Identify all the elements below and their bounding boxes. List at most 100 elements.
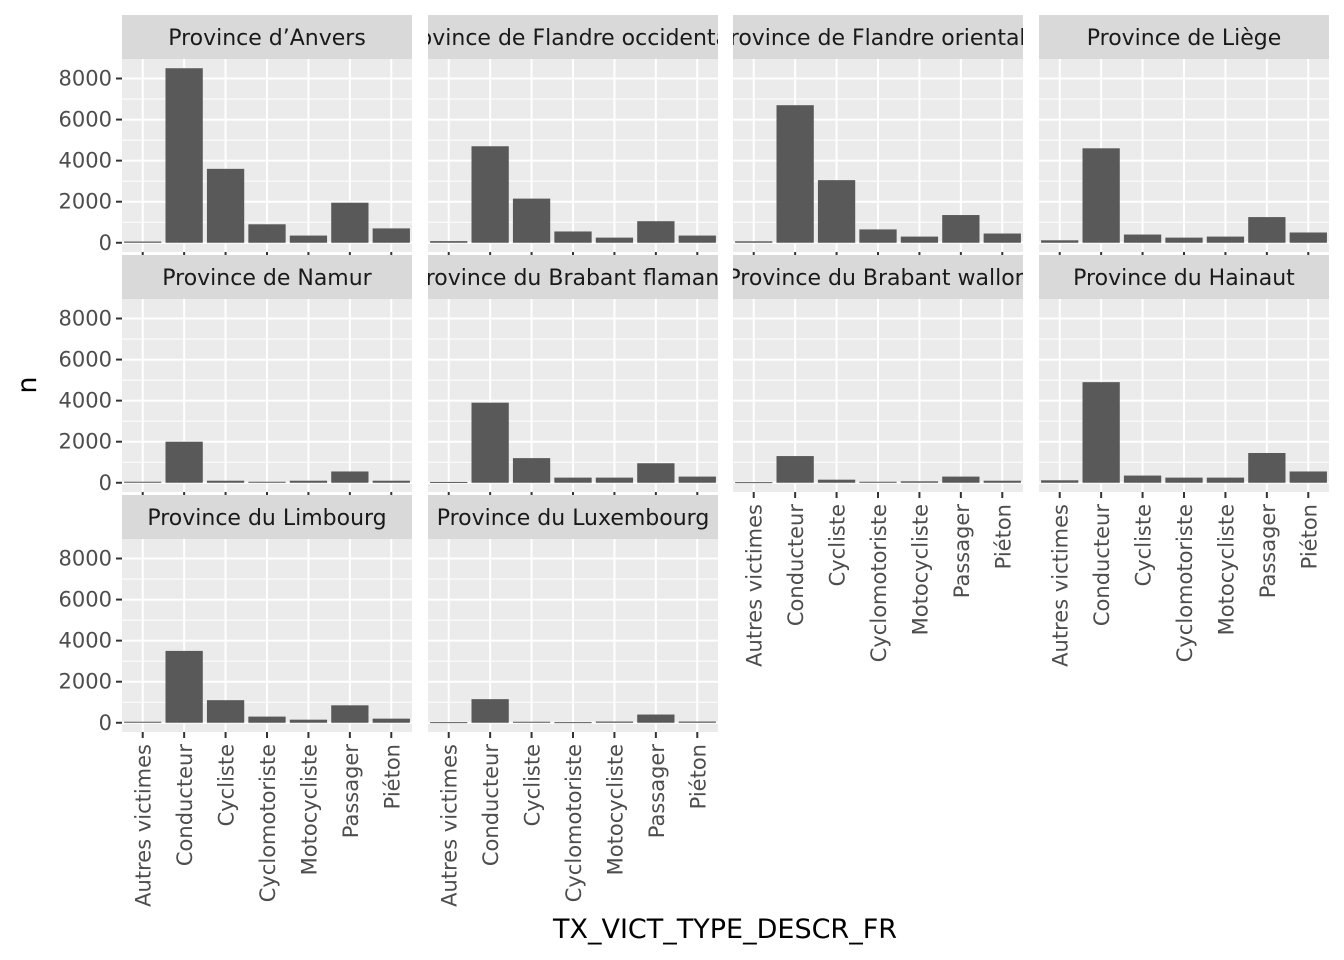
x-tick-label: Conducteur <box>784 504 808 626</box>
facet-panel: Province d’Anvers 0 2000 4000 6000 8000 <box>59 15 412 258</box>
bar <box>1082 382 1120 483</box>
bar <box>372 228 410 243</box>
facet-strip <box>428 15 718 59</box>
bar <box>430 481 468 483</box>
facet-strip <box>122 15 412 59</box>
y-tick-label: 0 <box>99 471 112 495</box>
facet-strip-label: Province du Limbourg <box>147 506 386 531</box>
bar <box>900 481 939 483</box>
bar <box>206 168 245 243</box>
bar <box>512 721 551 723</box>
bar <box>1123 475 1162 483</box>
bar <box>124 241 162 243</box>
x-tick-label: Cycliste <box>826 504 850 586</box>
x-tick-label: Autres victimes <box>132 744 156 907</box>
x-tick-label: Motocycliste <box>297 744 321 875</box>
bar <box>942 215 980 243</box>
x-tick-label: Piéton <box>686 744 710 809</box>
x-tick-label: Cyclomotoriste <box>867 504 891 662</box>
facet-panel: Province du Luxembourg Autres victimes Con… <box>428 495 718 907</box>
bar <box>289 719 328 723</box>
bar <box>1041 240 1079 243</box>
bar <box>776 456 814 483</box>
x-tick-label: Conducteur <box>1090 504 1114 626</box>
bar <box>859 481 897 483</box>
y-tick-label: 4000 <box>59 629 112 653</box>
facet-strip <box>428 255 718 299</box>
bar <box>1289 471 1327 483</box>
x-tick-label: Cyclomotoriste <box>256 744 280 902</box>
facet-panel: Province de Flandre occidentale <box>397 15 748 258</box>
bar <box>206 700 245 723</box>
facet-strip-label: Province du Brabant wallon <box>727 266 1028 291</box>
bar <box>331 705 369 723</box>
bar <box>1206 236 1245 243</box>
bar <box>817 180 856 243</box>
bar <box>1165 237 1203 243</box>
bar <box>1206 477 1245 483</box>
bar <box>1082 148 1120 243</box>
bar <box>289 480 328 483</box>
x-tick-label: Autres victimes <box>1049 504 1073 667</box>
x-tick-label: Autres victimes <box>743 504 767 667</box>
bar <box>900 236 939 243</box>
bar <box>983 480 1021 483</box>
bar <box>331 471 369 483</box>
facet-panels: Province d’Anvers02000400060008000Provin… <box>59 15 1329 907</box>
bar <box>1289 232 1327 243</box>
bar <box>471 146 509 243</box>
y-tick-label: 6000 <box>59 348 112 372</box>
bar <box>1248 217 1286 243</box>
bar <box>430 241 468 243</box>
bar <box>512 198 551 243</box>
y-tick-label: 8000 <box>59 67 112 91</box>
bar <box>554 722 592 724</box>
y-tick-label: 8000 <box>59 307 112 331</box>
bar <box>678 721 716 723</box>
bar <box>471 699 509 723</box>
bar <box>206 480 245 483</box>
facet-strip-label: Province du Brabant flamand <box>413 266 733 291</box>
bar <box>776 105 814 243</box>
x-tick-label: Piéton <box>380 744 404 809</box>
facet-panel: Province de Namur 0 2000 4000 6000 8000 <box>59 255 412 498</box>
bar <box>248 716 286 723</box>
x-tick-label: Motocycliste <box>1214 504 1238 635</box>
bar <box>678 476 716 483</box>
x-tick-label: Autres victimes <box>438 744 462 907</box>
facet-strip <box>733 15 1023 59</box>
bar <box>165 441 203 483</box>
bar <box>471 402 509 483</box>
bar <box>372 718 410 723</box>
facet-strip-label: Province du Hainaut <box>1073 266 1295 291</box>
facet-strip <box>1039 255 1329 299</box>
facet-strip-label: Province de Flandre occidentale <box>397 26 748 51</box>
bar <box>372 480 410 483</box>
bar <box>124 481 162 483</box>
facet-strip <box>1039 15 1329 59</box>
bar <box>678 235 716 243</box>
y-tick-label: 4000 <box>59 149 112 173</box>
facet-strip <box>733 255 1023 299</box>
x-tick-label: Passager <box>645 744 669 839</box>
x-tick-label: Cycliste <box>215 744 239 826</box>
bar <box>554 231 592 243</box>
x-tick-label: Conducteur <box>173 744 197 866</box>
y-tick-label: 0 <box>99 231 112 255</box>
bar <box>637 221 675 243</box>
y-tick-label: 6000 <box>59 108 112 132</box>
facet-strip-label: Province de Namur <box>162 266 372 291</box>
bar <box>1123 234 1162 243</box>
y-axis-title: n <box>12 376 43 393</box>
bar <box>595 721 634 723</box>
facet-panel: Province du Brabant flamand <box>413 255 733 498</box>
y-tick-label: 2000 <box>59 430 112 454</box>
y-tick-label: 2000 <box>59 190 112 214</box>
facet-panel: Province du Limbourg 0 2000 4000 6000 8000 Aut… <box>59 495 412 907</box>
x-tick-label: Motocycliste <box>603 744 627 875</box>
x-tick-label: Passager <box>1256 504 1280 599</box>
bar <box>248 224 286 243</box>
y-tick-label: 4000 <box>59 389 112 413</box>
x-tick-label: Cyclomotoriste <box>1173 504 1197 662</box>
